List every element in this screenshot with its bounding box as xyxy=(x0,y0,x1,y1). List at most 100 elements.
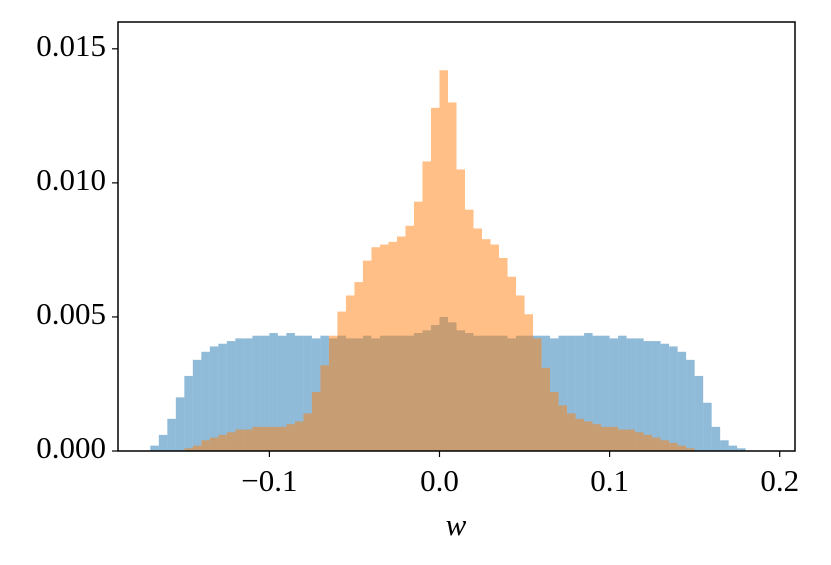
histogram-bar xyxy=(345,295,355,451)
histogram-bar xyxy=(311,392,321,451)
histogram-bar xyxy=(490,244,500,451)
histogram-bar xyxy=(320,365,329,451)
histogram-bar xyxy=(388,241,397,451)
histogram-bar xyxy=(184,375,193,451)
histogram-bar xyxy=(167,418,176,451)
histogram-bar xyxy=(243,429,253,451)
histogram-bar xyxy=(473,228,483,451)
histogram-bar xyxy=(652,437,661,451)
histogram-bar xyxy=(728,445,738,451)
histogram-bar xyxy=(226,432,236,451)
histogram-bar xyxy=(354,282,363,451)
histogram-bar xyxy=(456,169,466,451)
histogram-bar xyxy=(260,426,270,451)
histogram-bar xyxy=(430,107,440,452)
histogram-bar xyxy=(635,338,644,451)
histogram-bar xyxy=(720,440,729,451)
histogram-bar xyxy=(626,338,636,451)
histogram-bar xyxy=(209,346,219,451)
histogram-bar xyxy=(235,338,244,451)
histogram-bar xyxy=(660,343,670,451)
histogram-bar xyxy=(575,335,585,451)
histogram-bar xyxy=(626,429,636,451)
histogram-bar xyxy=(686,448,695,451)
x-tick-label: 0.2 xyxy=(760,463,799,498)
histogram-bar xyxy=(737,448,746,451)
histogram-bar xyxy=(609,338,619,451)
histogram-bar xyxy=(533,338,542,451)
histogram-bar xyxy=(303,413,312,451)
histogram-bar xyxy=(669,442,678,451)
histogram-bar xyxy=(499,257,508,451)
histogram-bar xyxy=(558,405,568,451)
histogram-bar xyxy=(516,295,525,451)
histogram-bar xyxy=(609,426,619,451)
histogram-bar xyxy=(201,440,210,451)
histogram-bar xyxy=(643,434,653,451)
y-tick-label: 0.010 xyxy=(36,162,106,197)
x-tick-label: 0.1 xyxy=(590,463,629,498)
histogram-bar xyxy=(286,333,295,451)
histogram-bar xyxy=(601,335,610,451)
histogram-bar xyxy=(201,351,210,451)
histogram-bar xyxy=(260,335,270,451)
histogram-bar xyxy=(635,432,644,451)
histogram-bar xyxy=(643,341,653,451)
histogram-bar xyxy=(277,426,287,451)
histogram-bar xyxy=(652,341,661,451)
histogram-bar xyxy=(422,161,431,452)
histogram-bar xyxy=(439,70,448,451)
histogram-bar xyxy=(286,424,295,451)
histogram-bar xyxy=(677,351,687,451)
histogram-bar xyxy=(567,335,576,451)
histogram-bar xyxy=(218,343,227,451)
histogram-bar xyxy=(277,335,287,451)
histogram-bar xyxy=(592,424,602,451)
histogram-bar xyxy=(328,335,338,451)
x-tick-label: 0.0 xyxy=(420,463,459,498)
histogram-bar xyxy=(524,314,534,451)
histogram-bar xyxy=(601,426,610,451)
histogram-bar xyxy=(413,201,423,451)
histogram-bar xyxy=(584,333,593,451)
histogram-bar xyxy=(677,445,687,451)
histogram-bar xyxy=(150,445,159,451)
histogram-bar xyxy=(711,426,721,451)
histogram-bar xyxy=(592,335,602,451)
histogram-bar xyxy=(294,421,304,451)
histogram-bar xyxy=(669,346,678,451)
histogram-bar xyxy=(618,429,627,451)
histogram-bar xyxy=(575,418,585,451)
histogram-bar xyxy=(558,335,568,451)
x-tick-label: −0.1 xyxy=(241,463,297,498)
histogram-bar xyxy=(226,341,236,451)
histogram-bar xyxy=(252,426,261,451)
histogram-bar xyxy=(235,429,244,451)
histogram-bar xyxy=(660,440,670,451)
histogram-bar xyxy=(192,445,202,451)
histogram-bar xyxy=(303,335,312,451)
histogram-bar xyxy=(507,276,517,451)
histogram-bar xyxy=(243,338,253,451)
histogram-bar xyxy=(269,333,278,451)
histogram-bar xyxy=(618,335,627,451)
histogram-bar xyxy=(396,236,406,451)
histogram-bar xyxy=(703,402,712,451)
plot-frame xyxy=(117,21,796,452)
histogram-bar xyxy=(252,335,261,451)
histogram-bar xyxy=(584,421,593,451)
histogram-bar xyxy=(447,102,457,451)
histogram-bar xyxy=(567,413,576,451)
y-tick-label: 0.005 xyxy=(36,296,106,331)
y-tick-label: 0.015 xyxy=(36,28,106,63)
histogram-bar xyxy=(362,260,372,451)
histogram-bar xyxy=(218,434,227,451)
histogram-bar xyxy=(209,437,219,451)
histogram-bar xyxy=(371,247,380,451)
x-axis-label: w xyxy=(446,507,467,542)
histogram-bar xyxy=(541,367,551,451)
histogram-bar xyxy=(405,225,414,451)
histogram-bar xyxy=(465,209,474,451)
